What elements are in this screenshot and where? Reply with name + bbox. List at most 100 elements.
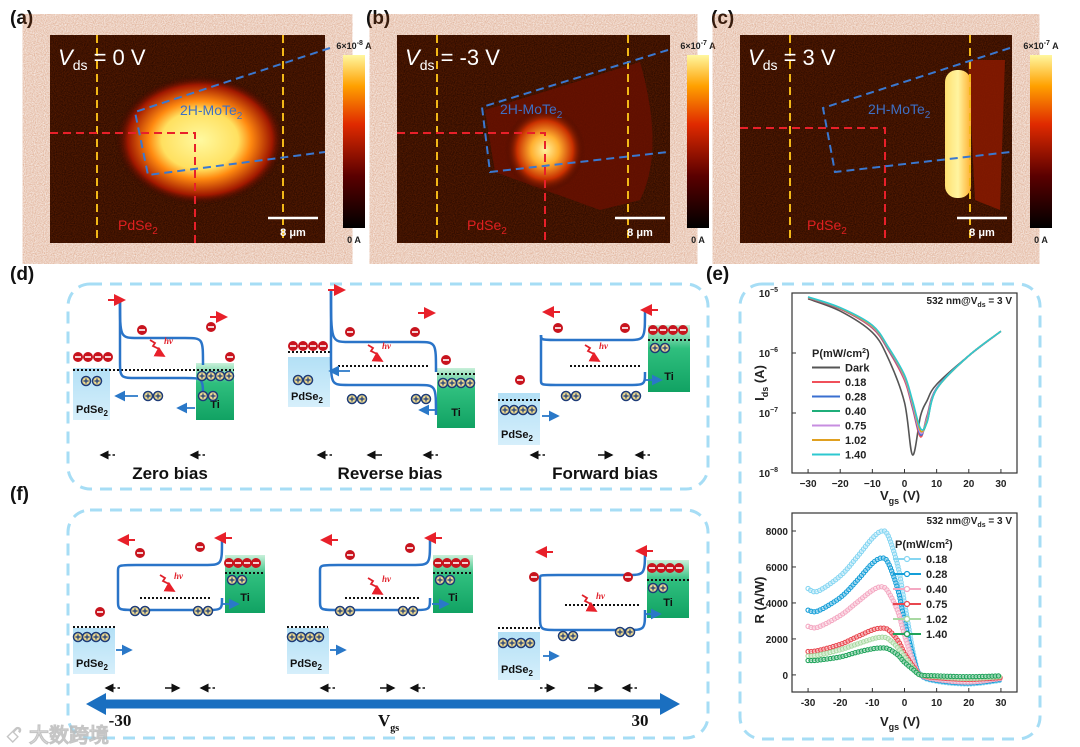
x-tick-label: 10	[931, 698, 943, 709]
photocurrent-spot	[115, 75, 285, 205]
colorbar	[687, 55, 709, 228]
legend-label: 0.40	[845, 406, 866, 418]
colorbar-max-label: 6×10-7 A	[680, 40, 716, 51]
electron-icon	[410, 327, 420, 337]
electron-icon	[553, 323, 563, 333]
pdse2-block-label: PdSe2	[76, 404, 109, 418]
hole-icon	[455, 377, 467, 389]
hole-icon	[72, 631, 84, 643]
panel-label-f: (f)	[10, 484, 29, 505]
gate-voltage-axis: -30 30 Vgs	[86, 693, 680, 734]
hole-icon	[614, 626, 626, 638]
colorbar-min-label: 0 A	[1034, 235, 1048, 245]
y-tick-label: 10−8	[759, 467, 778, 480]
map-c: Vds = 3 V 2H-MoTe2 PdSe2 8 μm 6×10-7 A 0 A	[740, 35, 1059, 245]
legend-label: 1.02	[926, 614, 947, 626]
legend-label: 0.18	[845, 377, 866, 389]
hole-icon	[344, 605, 356, 617]
scale-bar-label: 8 μm	[280, 227, 306, 239]
hole-icon	[407, 605, 419, 617]
pdse2-block	[73, 368, 110, 420]
electron-icon	[345, 327, 355, 337]
x-tick-label: −10	[864, 479, 881, 490]
panel-f-frame	[66, 508, 710, 740]
hole-icon	[356, 393, 368, 405]
y-tick-label: 2000	[766, 635, 789, 646]
hole-icon	[410, 393, 422, 405]
photon-icon	[584, 344, 601, 362]
electron-icon	[135, 548, 145, 558]
legend-label: 0.28	[845, 392, 866, 404]
electron-icon	[233, 558, 243, 568]
gate-arrow-left-head	[86, 693, 106, 715]
ti-block-label: Ti	[240, 592, 250, 604]
electron-icon	[206, 322, 216, 332]
electron-icon	[678, 325, 688, 335]
x-axis-label: Vgs (V)	[880, 714, 920, 732]
electron-icon	[242, 558, 252, 568]
scale-bar-label: 8 μm	[627, 227, 653, 239]
legend-title: P(mW/cm2)	[812, 348, 870, 360]
hole-icon	[499, 404, 511, 416]
gate-max-label: 30	[632, 711, 649, 730]
y-axis-label: R (A/W)	[752, 577, 767, 624]
conduction-band	[116, 539, 224, 573]
legend-label: 0.28	[926, 569, 947, 581]
hole-icon	[567, 630, 579, 642]
x-tick-label: 0	[902, 479, 908, 490]
photon-icon	[367, 344, 384, 362]
photon-label: hv	[596, 591, 606, 601]
panel-label-a: (a)	[10, 8, 33, 29]
pdse2-block-label: PdSe2	[76, 658, 109, 672]
hole-icon	[517, 404, 529, 416]
x-tick-label: 30	[995, 479, 1007, 490]
gate-arrow-right-head	[660, 693, 680, 715]
legend-marker	[903, 615, 911, 623]
x-tick-label: 0	[902, 698, 908, 709]
pdse2-outline	[397, 132, 546, 243]
hole-icon	[192, 605, 204, 617]
valence-band	[538, 578, 647, 632]
electron-icon	[93, 352, 103, 362]
panel-label-d: (d)	[10, 264, 34, 285]
x-tick-label: -10	[865, 698, 880, 709]
gate-axis-label: Vgs	[378, 711, 399, 734]
panel-label-e: (e)	[706, 264, 729, 285]
electron-icon	[460, 558, 470, 568]
hole-icon	[420, 393, 432, 405]
hole-icon	[295, 631, 307, 643]
mote2-outline	[480, 49, 669, 174]
y-tick-label: 10−6	[759, 347, 778, 360]
colorbar-max-label: 6×10-8 A	[336, 40, 372, 51]
chart-annotation: 532 nm@Vds = 3 V	[927, 296, 1013, 309]
pdse2-outline	[740, 127, 886, 243]
x-tick-label: −30	[800, 479, 817, 490]
y-axis-label: Ids (A)	[752, 365, 770, 401]
electron-icon	[83, 352, 93, 362]
x-tick-label: -20	[833, 698, 848, 709]
hole-icon	[205, 370, 217, 382]
x-tick-label: −20	[832, 479, 849, 490]
electron-icon	[95, 607, 105, 617]
hole-icon	[223, 370, 235, 382]
hole-icon	[434, 574, 446, 586]
hole-icon	[437, 377, 449, 389]
x-tick-label: 10	[931, 479, 943, 490]
electron-icon	[665, 563, 675, 573]
hole-icon	[526, 404, 538, 416]
legend-label: 1.02	[845, 435, 866, 447]
hole-icon	[570, 390, 582, 402]
legend-label: 0.75	[845, 421, 866, 433]
electron-icon	[288, 341, 298, 351]
ti-block	[437, 368, 475, 428]
panel-d-frame	[66, 282, 710, 491]
electron-icon	[647, 563, 657, 573]
band-diagram: PdSe2 Ti hv	[73, 294, 235, 460]
y-tick-label: 0	[782, 671, 788, 682]
electron-icon	[515, 375, 525, 385]
electron-icon	[674, 563, 684, 573]
legend-label: 0.18	[926, 554, 947, 566]
hole-icon	[647, 582, 659, 594]
